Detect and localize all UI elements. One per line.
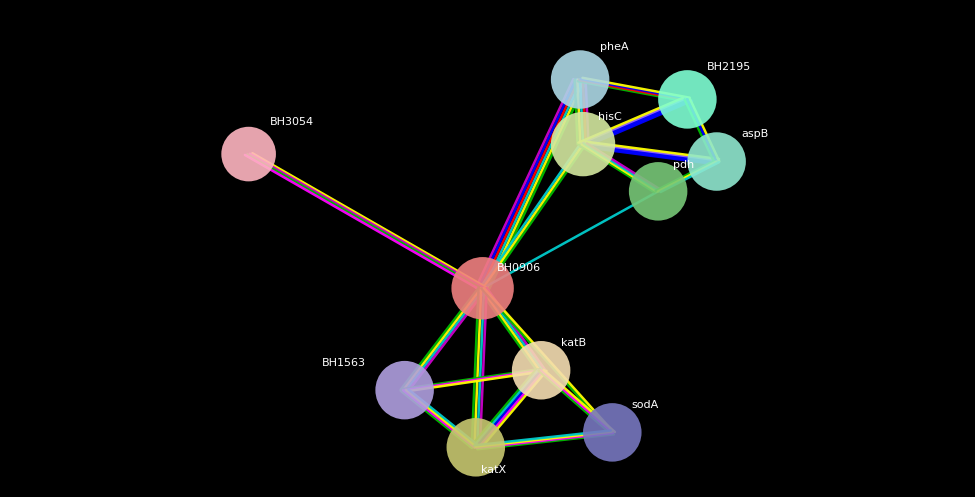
Text: BH0906: BH0906 [497,263,541,273]
Ellipse shape [221,127,276,181]
Ellipse shape [629,162,687,221]
Text: pheA: pheA [600,42,628,52]
Text: katX: katX [481,465,506,475]
Ellipse shape [583,403,642,462]
Text: pdh: pdh [673,161,694,170]
Ellipse shape [551,112,615,176]
Ellipse shape [512,341,570,400]
Text: BH1563: BH1563 [322,358,366,368]
Ellipse shape [658,70,717,129]
Ellipse shape [687,132,746,191]
Ellipse shape [551,50,609,109]
Ellipse shape [375,361,434,419]
Text: BH2195: BH2195 [707,62,751,72]
Text: hisC: hisC [598,112,621,122]
Text: aspB: aspB [741,129,768,139]
Text: BH3054: BH3054 [270,117,314,127]
Text: katB: katB [561,338,586,348]
Text: sodA: sodA [632,400,659,410]
Ellipse shape [447,418,505,477]
Ellipse shape [451,257,514,320]
